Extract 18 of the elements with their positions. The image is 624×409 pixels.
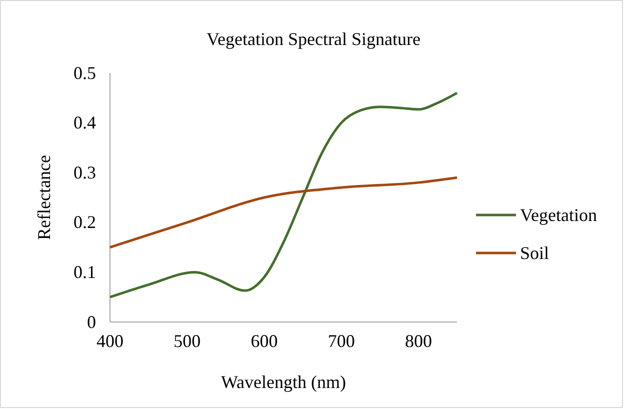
y-tick-label: 0.5 <box>74 62 96 83</box>
line-series <box>108 176 458 249</box>
y-axis-title: Reflectance <box>34 155 54 240</box>
x-tick-label: 500 <box>174 330 201 351</box>
legend-label: Vegetation <box>520 205 597 225</box>
x-axis-title: Wavelength (nm) <box>220 372 346 392</box>
x-tick-label: 700 <box>328 330 355 351</box>
line-series <box>108 92 458 298</box>
y-tick-label: 0.3 <box>74 162 96 182</box>
x-tick-label: 800 <box>404 330 432 351</box>
y-tick-label: 0.4 <box>74 112 96 133</box>
y-tick-label: 0 <box>87 312 96 332</box>
x-tick-label: 400 <box>96 330 124 351</box>
chart-title: Vegetation Spectral Signature <box>206 29 420 49</box>
legend-label: Soil <box>520 243 550 263</box>
y-tick-label: 0.2 <box>74 212 96 232</box>
y-tick-label: 0.1 <box>74 262 96 282</box>
x-tick-label: 600 <box>250 330 278 351</box>
